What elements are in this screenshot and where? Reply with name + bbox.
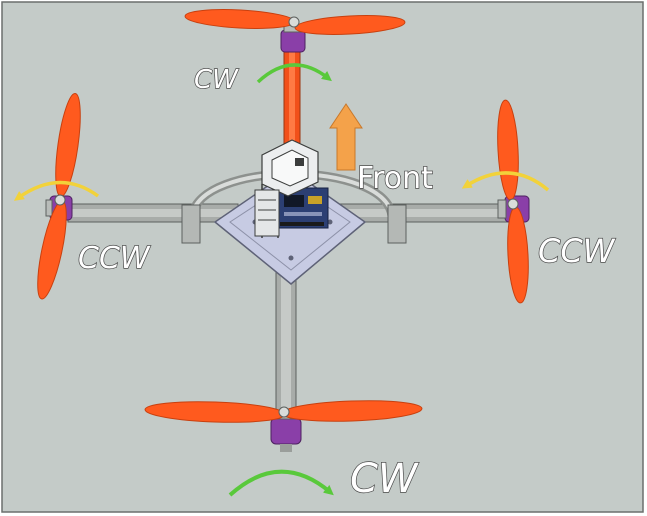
left-rotor-label: CCW — [78, 241, 151, 276]
bottom-rotor-label: CW — [350, 456, 419, 502]
motor-top — [280, 23, 306, 53]
propeller-top — [184, 9, 406, 35]
arm-bottom — [275, 259, 297, 421]
propeller-bottom — [144, 400, 423, 423]
rotation-arrow-top — [256, 63, 332, 84]
rotation-arrow-right — [461, 171, 550, 192]
front-label: Front — [357, 161, 433, 196]
electronics-stack — [254, 139, 319, 238]
top-rotor-label: CW — [194, 65, 239, 95]
rotation-arrow-bottom — [228, 469, 334, 497]
rotation-arrow-left — [13, 180, 100, 201]
arm-right — [339, 203, 517, 223]
front-arrow — [329, 103, 363, 171]
arm-left — [67, 203, 239, 223]
propeller-left — [37, 92, 81, 300]
right-rotor-label: CCW — [538, 232, 616, 270]
